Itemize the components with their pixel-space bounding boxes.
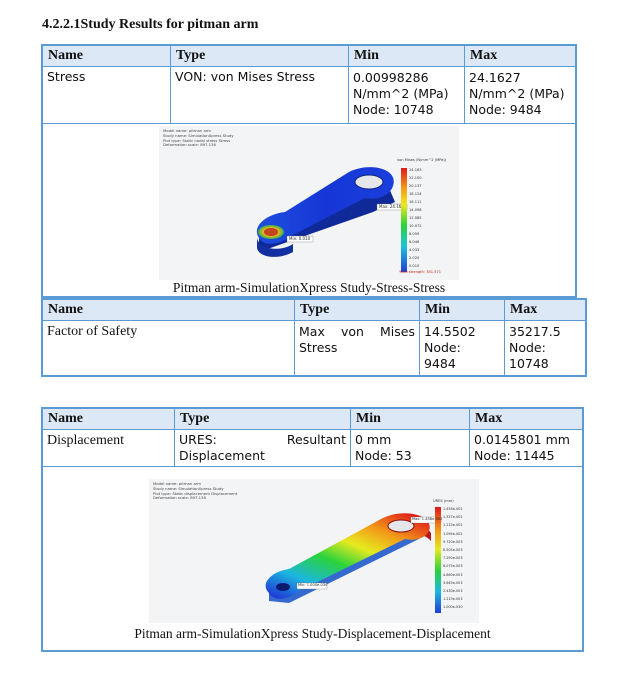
max-node: Node: 9484 (469, 102, 542, 117)
displacement-results-table: Name Type Min Max Displacement URES: Res… (41, 407, 584, 652)
result-type: VON: von Mises Stress (175, 69, 316, 84)
table-header-row: Name Type Min Max (43, 409, 582, 429)
result-name: Factor of Safety (47, 324, 138, 339)
min-node: Node: 53 (355, 448, 412, 463)
stress-caption: Pitman arm-SimulationXpress Study-Stress… (172, 280, 446, 295)
min-node: Node: 10748 (353, 102, 434, 117)
displacement-caption: Pitman arm-SimulationXpress Study-Displa… (134, 626, 491, 641)
result-name: Displacement (47, 433, 124, 448)
header-type: Type (175, 409, 351, 429)
result-name: Stress (47, 69, 86, 84)
result-type-line2: Stress (299, 340, 338, 355)
plot-metadata: Model name: pitman arm Study name: Simul… (153, 481, 238, 501)
yield-strength-label: Yield strength: 351.571 (399, 270, 442, 274)
max-value: 24.1627 (469, 70, 521, 85)
header-type: Type (295, 300, 420, 320)
min-value: 0 mm (355, 432, 392, 447)
header-max: Max (510, 302, 538, 317)
result-type-line2: Displacement (179, 448, 265, 463)
table-header-row: Name Type Min Max (43, 46, 575, 66)
plot-metadata: Model name: pitman arm Study name: Simul… (163, 128, 234, 148)
table-row: Factor of Safety Max von Mises Stress 14… (43, 321, 585, 375)
displacement-legend-title: URES (mm) (433, 499, 454, 503)
header-name: Name (43, 409, 175, 429)
max-unit: N/mm^2 (MPa) (469, 86, 565, 101)
displacement-plot-image: Model name: pitman arm Study name: Simul… (149, 479, 479, 623)
max-node: 10748 (509, 356, 549, 371)
min-node-label: Node: (424, 340, 461, 355)
header-max: Max (470, 48, 498, 63)
pitman-arm-body (265, 513, 430, 599)
table-header-row: Name Type Min Max (43, 300, 585, 320)
probe-min-label: Min: 0.010 (289, 236, 311, 241)
result-type-line1: URES: Resultant (179, 432, 346, 447)
stress-legend-bar (401, 168, 407, 272)
min-unit: N/mm^2 (MPa) (353, 86, 449, 101)
section-heading: 4.2.2.1Study Results for pitman arm (42, 17, 259, 32)
min-node: 9484 (424, 356, 456, 371)
header-min: Min (349, 46, 465, 66)
displacement-legend-ticks: 1.458e-002 1.337e-002 1.215e-002 1.094e-… (443, 507, 463, 610)
min-value: 14.5502 (424, 324, 476, 339)
header-max: Max (475, 411, 503, 426)
max-value: 35217.5 (509, 324, 561, 339)
stress-legend-ticks: 24.163 22.150 20.137 18.124 16.111 14.09… (409, 168, 422, 268)
result-type-line1: Max von Mises (299, 324, 415, 339)
min-value: 0.00998286 (353, 70, 429, 85)
table-row: Stress VON: von Mises Stress 0.00998286 … (43, 67, 575, 123)
displacement-legend-bar (435, 507, 441, 613)
probe-min-label: Min: 1.000e-030 (298, 583, 328, 587)
max-value: 0.0145801 mm (474, 432, 570, 447)
probe-max-label: Max: 24.16 (379, 204, 402, 209)
header-type: Type (171, 46, 349, 66)
header-min: Min (351, 409, 470, 429)
header-min: Min (420, 300, 505, 320)
header-name: Name (43, 46, 171, 66)
table-row: Displacement URES: Resultant Displacemen… (43, 430, 582, 466)
header-name: Name (43, 300, 295, 320)
stress-legend-title: von Mises (N/mm^2 (MPa)) (397, 158, 447, 162)
stress-results-table: Name Type Min Max Stress VON: von Mises … (41, 44, 577, 298)
stress-plot-image: Model name: pitman arm Study name: Simul… (159, 126, 459, 280)
probe-max-label: Max: 1.458e-002 (412, 517, 443, 521)
max-node-label: Node: (509, 340, 546, 355)
max-node: Node: 11445 (474, 448, 555, 463)
factor-of-safety-table: Name Type Min Max Factor of Safety Max v… (41, 298, 587, 377)
